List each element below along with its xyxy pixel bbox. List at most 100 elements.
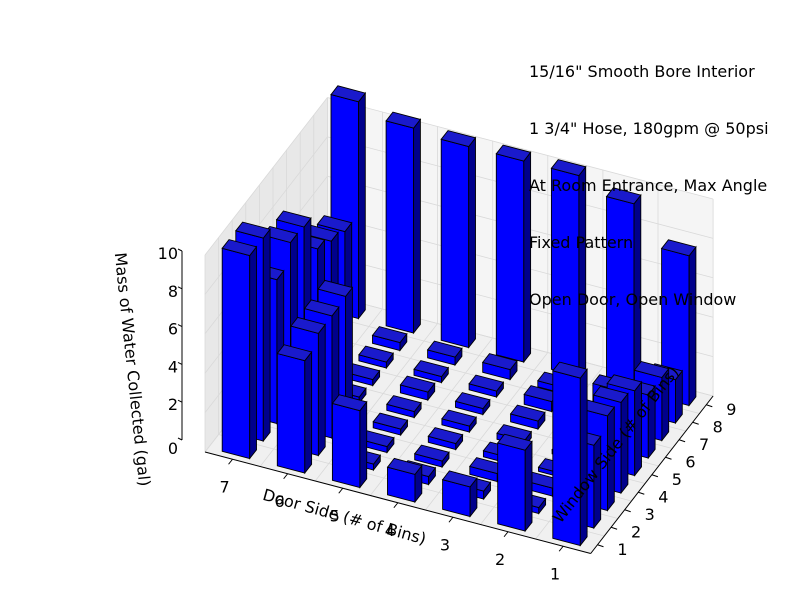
bar [468,374,505,399]
bar [454,392,491,416]
bar-top-face [386,457,423,475]
annotation-line-1: 15/16" Smooth Bore Interior [529,62,755,81]
bar [552,361,588,547]
bar-top-face [399,375,436,393]
bar-top-face [509,404,546,422]
bar-front-face [440,138,470,349]
annotation-line-4: Fixed Pattern [529,233,634,252]
x-tick-label: 2 [495,550,505,569]
bar [441,409,477,434]
bar [605,187,642,393]
x-tick-label: 3 [440,535,450,554]
bar [221,239,258,460]
bar [426,340,463,367]
bar-top-face [221,239,258,257]
bars [221,85,697,547]
bar [481,353,518,381]
x-tick-label: 7 [219,477,229,496]
bar-top-face [441,470,478,488]
bar [399,375,436,402]
bar [331,394,368,489]
bar-top-face [276,344,313,362]
bar-top-face [371,326,408,344]
bar-top-face [440,130,477,148]
bar-top-face [290,316,326,334]
annotation-line-2: 1 3/4" Hose, 180gpm @ 50psi [529,119,769,138]
bar [386,395,422,419]
bar-top-face [496,433,533,451]
bar-top-face [592,385,629,403]
y-tick-label: 9 [726,400,736,419]
y-tick-label: 5 [672,470,682,489]
z-tick-label: 0 [168,439,178,458]
z-tick-label: 10 [158,244,178,263]
bar-side-face [317,323,326,457]
bar-side-face [358,91,366,320]
chart-annotation: 15/16" Smooth Bore Interior 1 3/4" Hose,… [529,24,769,328]
bar-top-face [275,210,312,228]
y-tick-label: 4 [658,487,668,506]
bar-top-face [660,239,697,257]
bar-top-face [454,392,491,410]
x-tick-label: 4 [385,521,395,540]
y-tick-label: 3 [645,505,655,524]
bar-front-face [495,153,525,363]
bar [276,344,313,475]
z-tick-label: 6 [168,320,178,339]
bar [550,159,587,378]
bar-top-face [317,279,354,297]
bar-top-face [606,374,643,392]
bar-front-face [221,247,251,460]
bar [495,144,532,364]
bar-top-face [426,340,463,358]
bar-top-face [605,187,642,205]
bar [386,457,423,504]
bar-top-face [495,144,532,162]
bar-side-face [468,136,476,349]
bar-top-face [235,221,271,239]
bar-top-face [427,427,464,445]
y-tick-label: 2 [631,522,641,541]
bar [385,111,422,335]
bar [413,444,450,469]
bar-front-face [331,402,361,489]
bar [358,345,394,370]
bar-top-face [385,111,422,129]
bar-top-face [372,412,409,430]
bar-side-face [249,245,257,460]
bar [372,412,409,437]
bar-side-face [359,400,368,489]
bar [427,427,464,451]
x-tick-label: 1 [550,564,560,583]
bar-side-face [524,440,533,533]
bar-front-face [497,442,526,532]
bar [358,430,395,454]
bar-top-face [413,444,450,462]
y-tick-label: 1 [617,540,627,559]
bar [371,326,408,352]
bar-top-face [331,394,368,412]
bar-top-face [330,85,367,103]
bar-top-face [358,345,394,363]
bar-top-face [468,374,505,392]
bar-front-face [385,120,415,334]
bar-top-face [441,409,477,427]
x-tick-label: 6 [275,492,285,511]
y-tick-label: 7 [699,435,709,454]
z-tick-label: 4 [168,357,178,376]
bar-top-face [386,395,422,413]
z-tick-label: 8 [168,282,178,301]
bar [413,360,450,384]
x-tick-label: 5 [330,506,340,525]
y-tick-label: 8 [713,417,723,436]
bar-top-face [413,360,450,378]
z-axis-label: Mass of Water Collected (gal) [111,252,154,488]
bar [496,433,533,533]
bar-side-face [413,118,421,335]
bar-top-face [303,299,340,317]
bar [440,130,477,349]
bar-top-face [550,159,587,177]
bar-side-face [262,227,271,443]
